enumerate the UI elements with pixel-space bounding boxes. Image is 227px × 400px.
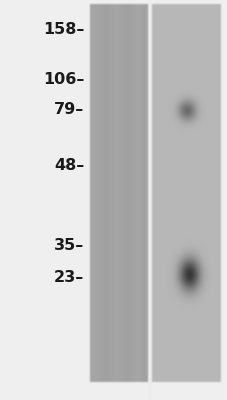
- Text: 48–: 48–: [54, 158, 84, 174]
- Text: 79–: 79–: [54, 102, 84, 118]
- Text: 23–: 23–: [54, 270, 84, 286]
- Text: 35–: 35–: [54, 238, 84, 254]
- Text: 106–: 106–: [43, 72, 84, 88]
- Text: 158–: 158–: [43, 22, 84, 38]
